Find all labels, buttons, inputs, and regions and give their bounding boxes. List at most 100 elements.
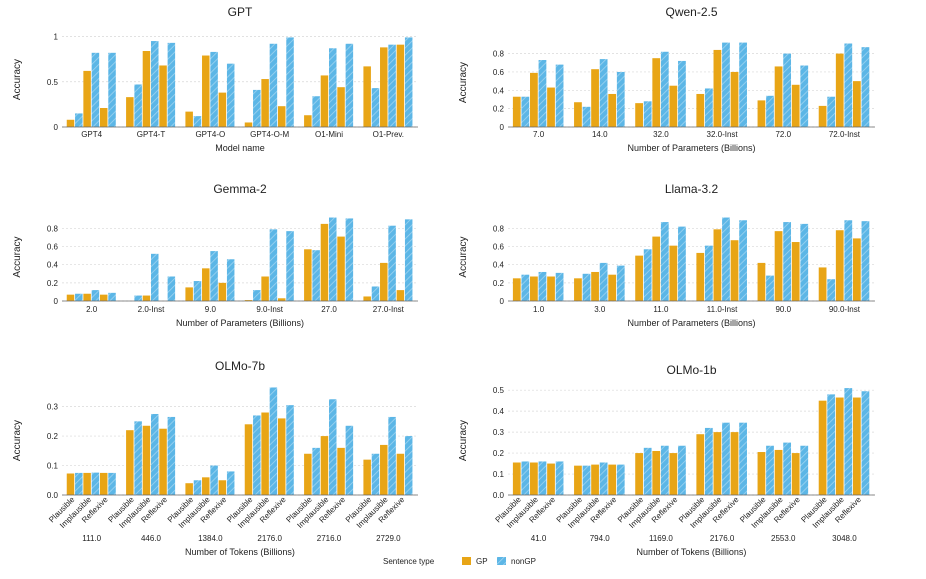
x-tick-label: 9.0 <box>205 305 217 314</box>
bar-nongp <box>722 217 730 301</box>
bar-nongp <box>783 53 792 127</box>
bar-nongp <box>521 96 530 127</box>
y-tick-label: 0.6 <box>493 68 505 77</box>
bar-nongp <box>210 465 218 495</box>
bar-nongp <box>766 445 774 495</box>
bar-nongp <box>286 37 294 127</box>
bar-nongp <box>75 293 83 301</box>
bar-gp <box>530 276 538 301</box>
x-axis-label: Number of Parameters (Billions) <box>627 143 755 153</box>
bar-nongp <box>678 226 686 301</box>
bar-gp <box>396 453 405 495</box>
bar-nongp <box>75 472 83 495</box>
bar-gp <box>159 428 167 495</box>
legend-title: Sentence type <box>383 557 435 566</box>
bar-gp <box>99 108 108 127</box>
bar-gp <box>202 268 210 301</box>
bar-gp <box>337 236 345 301</box>
bar-gp <box>835 397 844 495</box>
y-tick-label: 0.2 <box>47 279 59 288</box>
bar-nongp <box>91 52 100 127</box>
bar-gp <box>512 96 521 127</box>
x-tick-label: 1169.0 <box>649 534 673 543</box>
bar-gp <box>218 92 227 127</box>
bar-nongp <box>286 405 294 495</box>
bar-gp <box>635 453 643 495</box>
x-tick-label: 11.0 <box>653 305 669 314</box>
bar-gp <box>635 255 643 301</box>
bar-nongp <box>861 221 870 301</box>
bar-nongp <box>521 274 530 301</box>
x-tick-label: 446.0 <box>141 534 162 543</box>
y-axis-label: Accuracy <box>458 62 469 103</box>
bar-gp <box>396 44 405 127</box>
legend-label-gp: GP <box>476 557 488 566</box>
bar-nongp <box>329 48 337 127</box>
y-tick-label: 0.8 <box>493 224 505 233</box>
bar-gp <box>669 453 678 495</box>
bar-gp <box>320 75 329 127</box>
bar-gp <box>159 65 167 127</box>
bar-nongp <box>555 64 564 127</box>
bar-gp <box>396 290 405 301</box>
x-tick-label: 14.0 <box>592 130 608 139</box>
bar-gp <box>99 472 108 495</box>
bar-nongp <box>108 472 116 495</box>
bar-gp <box>320 223 329 301</box>
bar-gp <box>818 267 827 301</box>
y-tick-label: 0.4 <box>493 261 505 270</box>
y-tick-label: 0.4 <box>493 86 505 95</box>
bar-nongp <box>538 60 547 128</box>
bar-nongp <box>286 231 294 301</box>
bar-nongp <box>827 279 836 301</box>
bar-nongp <box>345 43 354 128</box>
bar-nongp <box>555 461 564 495</box>
bar-gp <box>852 397 861 495</box>
bar-gp <box>574 465 582 495</box>
chart-title: Llama-3.2 <box>665 182 719 196</box>
bar-nongp <box>599 262 608 301</box>
bar-gp <box>730 240 739 301</box>
y-tick-label: 0.8 <box>493 50 505 59</box>
y-tick-label: 0 <box>500 123 505 132</box>
bar-gp <box>185 111 193 127</box>
y-tick-label: 1 <box>54 33 59 42</box>
bar-gp <box>277 298 286 301</box>
bar-gp <box>244 300 253 301</box>
y-tick-label: 0 <box>54 297 59 306</box>
bar-gp <box>774 449 783 495</box>
bar-nongp <box>521 461 530 495</box>
bar-nongp <box>704 88 713 127</box>
bar-nongp <box>678 445 686 495</box>
bar-gp <box>202 477 210 495</box>
bar-gp <box>261 79 269 127</box>
y-tick-label: 0.2 <box>493 105 505 114</box>
x-tick-label: O1-Mini <box>315 130 343 139</box>
bar-nongp <box>404 436 413 495</box>
bar-gp <box>652 58 661 128</box>
bar-gp <box>669 245 678 301</box>
bar-nongp <box>582 273 591 301</box>
bar-nongp <box>167 42 176 127</box>
bar-nongp <box>345 218 354 301</box>
x-tick-label: 90.0-Inst <box>829 305 861 314</box>
bar-nongp <box>800 65 809 127</box>
chart-panels: 0 0.5 1 GPT Accuracy GPT4 GPT4-T GPT4-O GPT4-O-M… <box>12 5 875 557</box>
bar-gp <box>261 276 269 301</box>
bar-gp <box>774 66 783 127</box>
chart-title: OLMo-1b <box>666 363 716 377</box>
bar-nongp <box>783 442 792 495</box>
bar-gp <box>244 424 253 495</box>
y-tick-label: 0.5 <box>493 386 505 395</box>
bar-gp <box>652 236 661 301</box>
bar-gp <box>261 412 269 495</box>
bar-gp <box>574 278 582 301</box>
bar-nongp <box>616 464 625 495</box>
bar-nongp <box>193 116 202 127</box>
bar-nongp <box>739 422 747 495</box>
bar-nongp <box>226 259 235 301</box>
bar-nongp <box>312 96 320 127</box>
bar-nongp <box>371 286 380 301</box>
bar-gp <box>530 462 538 495</box>
bar-nongp <box>269 387 278 495</box>
